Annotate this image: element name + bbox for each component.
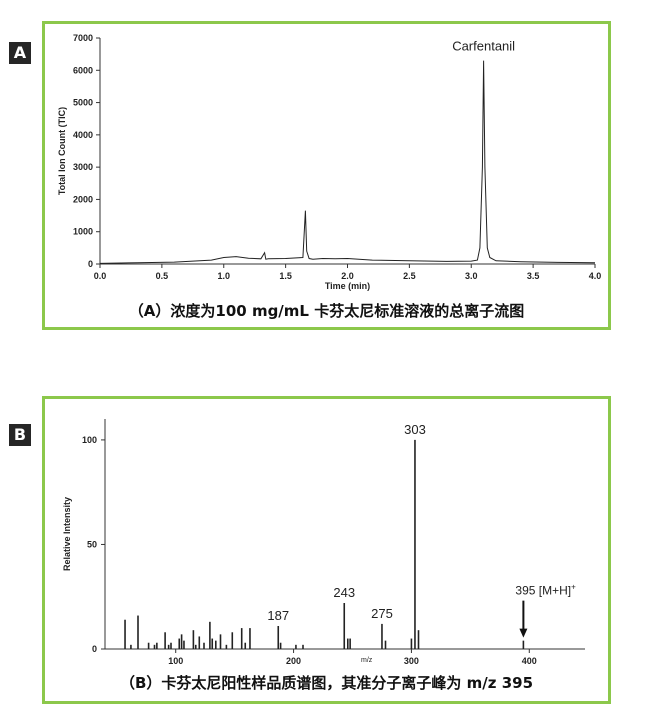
y-tick-label: 7000 [73,33,93,43]
y-tick-label: 6000 [73,65,93,75]
mass-spectrum-chart: 0 50 100 100 200 300 400 m/z Relative Intensity 1… [62,419,585,666]
y-tick-label: 1000 [73,227,93,237]
peak-annotation: Carfentanil [452,39,515,54]
panel-b-frame: 0 50 100 100 200 300 400 m/z Relative Intensity 1… [42,396,611,704]
peak-label: 275 [371,606,393,621]
peak-label: 243 [333,585,355,600]
peak-label: 303 [404,422,426,437]
x-tick-label: 0.5 [156,271,169,281]
x-axis-title: m/z [361,657,373,664]
x-tick-label: 2.0 [341,271,354,281]
y-tick-label: 0 [88,259,93,269]
x-tick-label: 4.0 [589,271,602,281]
y-tick-label: 50 [87,539,97,549]
y-tick-label: 0 [92,644,97,654]
panel-a-caption: （A）浓度为100 mg/mL 卡芬太尼标准溶液的总离子流图 [128,302,525,320]
y-tick-label: 2000 [73,194,93,204]
y-tick-label: 5000 [73,98,93,108]
x-tick-label: 1.0 [217,271,230,281]
y-tick-label: 4000 [73,130,93,140]
panel-a-letter: A [9,42,31,64]
panel-a-frame: 0 1000 2000 3000 4000 5000 6000 7000 0.0 0.5 1.0 1.… [42,21,611,330]
tic-chart: 0 1000 2000 3000 4000 5000 6000 7000 0.0 0.5 1.0 1.… [57,33,602,291]
y-tick-label: 100 [82,435,97,445]
peak-label: 187 [267,608,289,623]
y-axis-title: Total Ion Count (TIC) [57,107,67,195]
x-tick-label: 0.0 [94,271,107,281]
x-axis-title: Time (min) [325,281,370,291]
tic-trace [99,60,596,264]
x-tick-label: 1.5 [279,271,292,281]
x-tick-label: 400 [522,656,537,666]
x-tick-label: 3.5 [527,271,540,281]
peak-arrow-head [519,628,528,638]
x-tick-label: 3.0 [465,271,478,281]
x-tick-label: 100 [168,656,183,666]
peak-label: 395 [M+H]+ [515,583,576,598]
panel-b-caption: （B）卡芬太尼阳性样品质谱图，其准分子离子峰为 m/z 395 [119,674,534,692]
y-axis-title: Relative Intensity [62,497,72,571]
x-tick-label: 2.5 [403,271,416,281]
panel-b-letter: B [9,424,31,446]
x-tick-label: 300 [404,656,419,666]
x-tick-label: 200 [286,656,301,666]
y-tick-label: 3000 [73,162,93,172]
